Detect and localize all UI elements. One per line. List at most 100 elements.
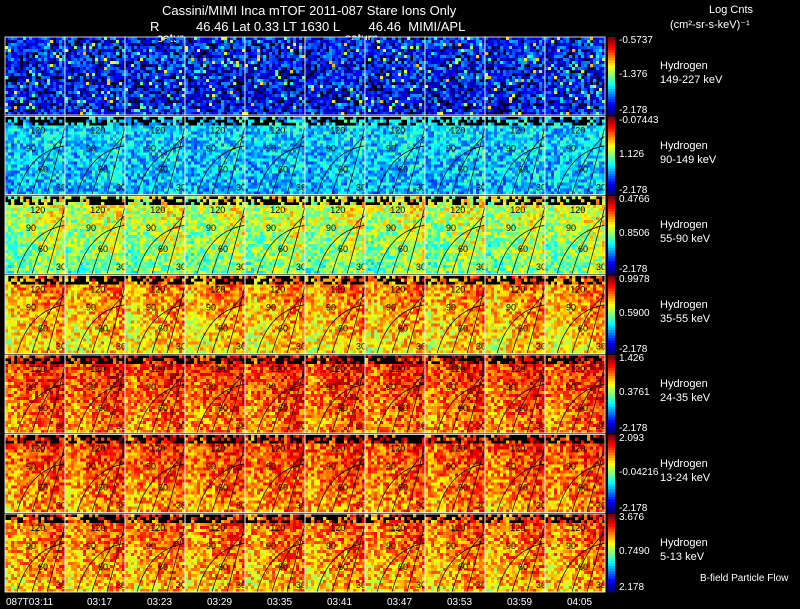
- pixel: [395, 103, 399, 107]
- pixel: [506, 73, 510, 77]
- pixel: [314, 97, 318, 101]
- pixel: [518, 103, 522, 107]
- pixel: [527, 40, 531, 44]
- pixel: [68, 103, 72, 107]
- pixel: [14, 85, 18, 89]
- pixel: [32, 131, 36, 135]
- pixel: [5, 137, 9, 141]
- pixel: [254, 40, 258, 44]
- pixel: [353, 49, 357, 53]
- pixel: [359, 58, 363, 62]
- pixel: [116, 91, 120, 95]
- pixel: [125, 100, 129, 104]
- pixel: [167, 85, 171, 89]
- pixel: [191, 49, 195, 53]
- pixel: [260, 85, 264, 89]
- pixel: [566, 61, 570, 65]
- pixel: [29, 88, 33, 92]
- pixel: [185, 76, 189, 80]
- pixel: [302, 106, 306, 110]
- pixel: [461, 82, 465, 86]
- pixel: [41, 79, 45, 83]
- pixel: [437, 91, 441, 95]
- pixel: [17, 55, 21, 59]
- pixel: [137, 73, 141, 77]
- pixel: [545, 100, 549, 104]
- pixel: [470, 40, 474, 44]
- pixel: [515, 40, 519, 44]
- colorbar-segment: [608, 94, 615, 98]
- pixel: [161, 52, 165, 56]
- pixel: [269, 112, 273, 116]
- pixel: [233, 64, 237, 68]
- pixel: [5, 49, 9, 53]
- pixel: [524, 100, 528, 104]
- pixel: [365, 67, 369, 71]
- pixel: [110, 76, 114, 80]
- pixel: [515, 55, 519, 59]
- pixel: [446, 85, 450, 89]
- pixel: [521, 55, 525, 59]
- pixel: [83, 64, 87, 68]
- pixel: [593, 79, 597, 83]
- pixel: [323, 94, 327, 98]
- pixel: [590, 49, 594, 53]
- pixel: [575, 94, 579, 98]
- pixel: [545, 94, 549, 98]
- pixel: [299, 88, 303, 92]
- pixel: [188, 61, 192, 65]
- pixel: [179, 76, 183, 80]
- pixel: [53, 179, 57, 183]
- pixel: [32, 164, 36, 168]
- pixel: [275, 91, 279, 95]
- pixel: [35, 82, 39, 86]
- pixel: [362, 94, 366, 98]
- pixel: [203, 43, 207, 47]
- pixel: [485, 64, 489, 68]
- pixel: [350, 112, 354, 116]
- pixel: [425, 79, 429, 83]
- pixel: [413, 49, 417, 53]
- pixel: [74, 100, 78, 104]
- pixel: [359, 55, 363, 59]
- pixel: [161, 91, 165, 95]
- pixel: [119, 100, 123, 104]
- pixel: [14, 94, 18, 98]
- pixel: [5, 109, 9, 113]
- pixel: [452, 58, 456, 62]
- pixel: [305, 43, 309, 47]
- pixel: [356, 112, 360, 116]
- pixel: [482, 37, 486, 41]
- pixel: [539, 94, 543, 98]
- pixel: [536, 43, 540, 47]
- pixel: [473, 109, 477, 113]
- pixel: [308, 97, 312, 101]
- pixel: [326, 109, 330, 113]
- pixel: [569, 82, 573, 86]
- pixel: [203, 55, 207, 59]
- pixel: [524, 91, 528, 95]
- pixel: [32, 94, 36, 98]
- pixel: [533, 106, 537, 110]
- pixel: [587, 85, 591, 89]
- pixel: [41, 185, 45, 189]
- pixel: [287, 103, 291, 107]
- pixel: [284, 55, 288, 59]
- pixel: [140, 61, 144, 65]
- pixel: [71, 88, 75, 92]
- pixel: [23, 79, 27, 83]
- pixel: [14, 116, 18, 120]
- pixel: [65, 67, 69, 71]
- pixel: [35, 167, 39, 171]
- pixel: [464, 103, 468, 107]
- pixel: [524, 106, 528, 110]
- pixel: [368, 52, 372, 56]
- pixel: [329, 46, 333, 50]
- pixel: [125, 61, 129, 65]
- pixel: [299, 79, 303, 83]
- pixel: [533, 112, 537, 116]
- pixel: [461, 58, 465, 62]
- pixel: [140, 82, 144, 86]
- pixel: [326, 94, 330, 98]
- pixel: [416, 112, 420, 116]
